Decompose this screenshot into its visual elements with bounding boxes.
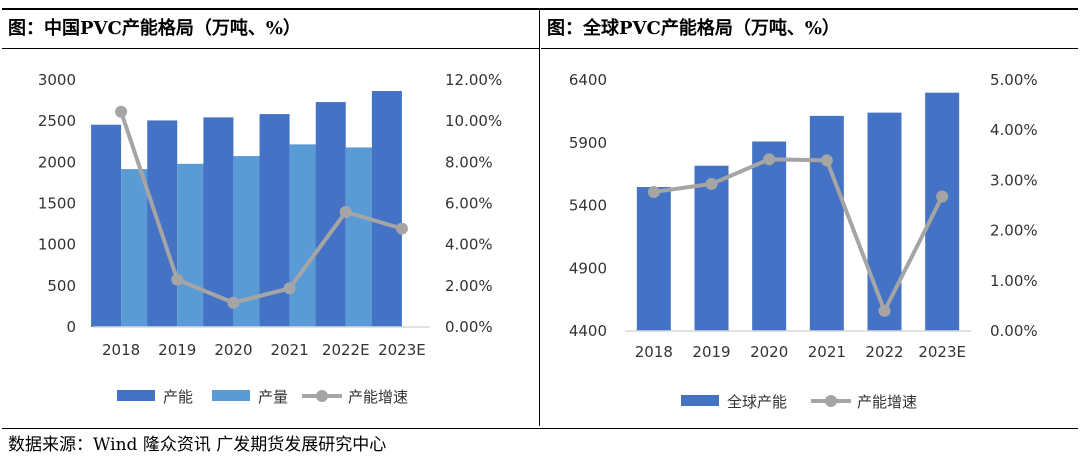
left-axis-tick: 500 — [47, 277, 76, 295]
growth-point — [339, 205, 352, 218]
china-pvc-chart: 0 500 1000 1500 2000 2500 3000 0.00% 2.00% 4.00% 6… — [38, 71, 502, 406]
bar-全球产能 — [752, 141, 787, 331]
growth-point — [763, 153, 776, 166]
bar-产能 — [147, 120, 178, 328]
x-axis-tick: 2021 — [808, 343, 846, 361]
growth-point — [647, 185, 660, 198]
bar-全球产能 — [867, 112, 902, 331]
left-axis-tick: 4900 — [569, 259, 607, 277]
right-axis-tick: 8.00% — [445, 153, 493, 171]
growth-point — [878, 304, 891, 317]
growth-point — [283, 282, 296, 295]
growth-line — [119, 111, 403, 305]
left-axis-tick: 2500 — [38, 112, 76, 130]
growth-point — [171, 273, 184, 286]
legend-label: 全球产能 — [727, 393, 787, 411]
left-axis-tick: 3000 — [38, 71, 76, 89]
right-axis-tick: 1.00% — [990, 272, 1038, 290]
right-axis-tick: 3.00% — [990, 171, 1038, 189]
right-axis-tick: 0.00% — [445, 318, 493, 336]
left-axis-tick: 1000 — [38, 236, 76, 254]
x-axis-tick: 2020 — [750, 343, 788, 361]
x-axis-tick: 2023E — [918, 343, 966, 361]
legend-marker — [316, 390, 328, 402]
bar-全球产能 — [694, 165, 729, 331]
right-axis-tick: 12.00% — [445, 71, 502, 89]
figure-frame — [2, 8, 1078, 429]
right-axis-tick: 5.00% — [990, 71, 1038, 89]
left-axis-tick: 0 — [66, 318, 76, 336]
legend-label: 产能增速 — [348, 388, 408, 406]
left-axis-tick: 4400 — [569, 322, 607, 340]
growth-point — [395, 222, 408, 235]
growth-point — [936, 190, 949, 203]
x-axis-tick: 2022E — [322, 341, 370, 359]
x-axis-tick: 2022 — [865, 343, 903, 361]
right-axis-tick: 10.00% — [445, 112, 502, 130]
legend-label: 产量 — [258, 388, 288, 406]
x-axis-tick: 2018 — [102, 341, 140, 359]
growth-point — [115, 105, 128, 118]
bar-全球产能 — [925, 92, 960, 331]
legend-label: 产能增速 — [857, 393, 917, 411]
x-axis-tick: 2021 — [270, 341, 308, 359]
x-axis-tick: 2018 — [635, 343, 673, 361]
growth-line — [653, 157, 944, 316]
growth-point — [820, 154, 833, 167]
global-pvc-chart: 4400 4900 5400 5900 6400 0.00% 1.00% 2.00% 3.00%… — [569, 71, 1038, 411]
legend-swatch — [212, 390, 250, 401]
growth-point — [705, 177, 718, 190]
left-axis-tick: 6400 — [569, 71, 607, 89]
right-axis-tick: 4.00% — [445, 236, 493, 254]
left-axis-tick: 1500 — [38, 195, 76, 213]
bar-全球产能 — [636, 187, 671, 331]
bar-产量 — [289, 144, 320, 327]
x-axis-tick: 2020 — [214, 341, 252, 359]
right-axis-tick: 2.00% — [445, 277, 493, 295]
bar-全球产能 — [809, 115, 844, 331]
legend-swatch — [681, 395, 719, 406]
right-axis-tick: 2.00% — [990, 222, 1038, 240]
left-axis-tick: 5400 — [569, 197, 607, 215]
bar-产量 — [345, 147, 376, 327]
china-pvc-panel: 图：中国PVC产能格局（万吨、%） 0 500 1000 1500 2000 2500 30… — [2, 8, 540, 426]
x-axis-tick: 2019 — [158, 341, 196, 359]
growth-point — [227, 296, 240, 309]
x-axis-tick: 2019 — [692, 343, 730, 361]
bar-产能 — [371, 91, 402, 327]
bar-产量 — [177, 163, 208, 327]
bar-产量 — [121, 169, 152, 327]
chart-title: 图：全球PVC产能格局（万吨、%） — [541, 10, 1078, 49]
legend-marker — [825, 395, 837, 407]
legend-label: 产能 — [163, 388, 193, 406]
chart-title: 图：中国PVC产能格局（万吨、%） — [2, 10, 539, 49]
bar-产能 — [91, 124, 122, 327]
x-axis-tick: 2023E — [378, 341, 426, 359]
global-pvc-panel: 图：全球PVC产能格局（万吨、%） 4400 4900 5400 5900 6400 0.… — [541, 8, 1078, 426]
left-axis-tick: 2000 — [38, 153, 76, 171]
right-axis-tick: 6.00% — [445, 195, 493, 213]
left-axis-tick: 5900 — [569, 134, 607, 152]
right-axis-tick: 4.00% — [990, 121, 1038, 139]
source-note: 数据来源：Wind 隆众资讯 广发期货发展研究中心 — [8, 435, 387, 455]
legend-swatch — [117, 390, 155, 401]
right-axis-tick: 0.00% — [990, 322, 1038, 340]
